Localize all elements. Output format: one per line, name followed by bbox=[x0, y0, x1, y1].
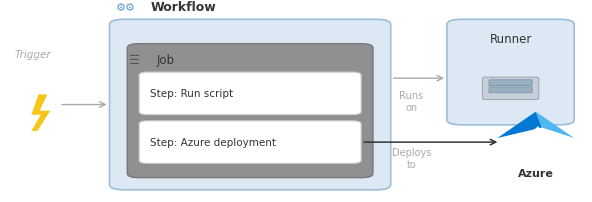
Text: Deploys
to: Deploys to bbox=[392, 147, 431, 169]
Text: Runner: Runner bbox=[490, 33, 532, 46]
FancyBboxPatch shape bbox=[110, 20, 391, 190]
Text: ☰: ☰ bbox=[129, 54, 140, 67]
Polygon shape bbox=[536, 112, 574, 138]
FancyBboxPatch shape bbox=[482, 78, 539, 100]
FancyBboxPatch shape bbox=[139, 121, 361, 164]
FancyBboxPatch shape bbox=[447, 20, 574, 125]
Text: Step: Run script: Step: Run script bbox=[150, 89, 233, 99]
FancyBboxPatch shape bbox=[489, 80, 532, 86]
Polygon shape bbox=[31, 95, 50, 131]
Text: Step: Azure deployment: Step: Azure deployment bbox=[150, 137, 276, 147]
Text: Workflow: Workflow bbox=[151, 1, 217, 14]
Text: Runs
on: Runs on bbox=[400, 91, 423, 112]
FancyBboxPatch shape bbox=[489, 87, 532, 93]
FancyBboxPatch shape bbox=[127, 44, 373, 178]
Text: Trigger: Trigger bbox=[15, 49, 52, 60]
FancyBboxPatch shape bbox=[139, 73, 361, 115]
Text: Job: Job bbox=[157, 54, 175, 67]
Polygon shape bbox=[497, 112, 542, 138]
Text: ⚙⚙: ⚙⚙ bbox=[115, 3, 136, 13]
Polygon shape bbox=[525, 126, 547, 138]
Text: Azure: Azure bbox=[518, 168, 554, 178]
